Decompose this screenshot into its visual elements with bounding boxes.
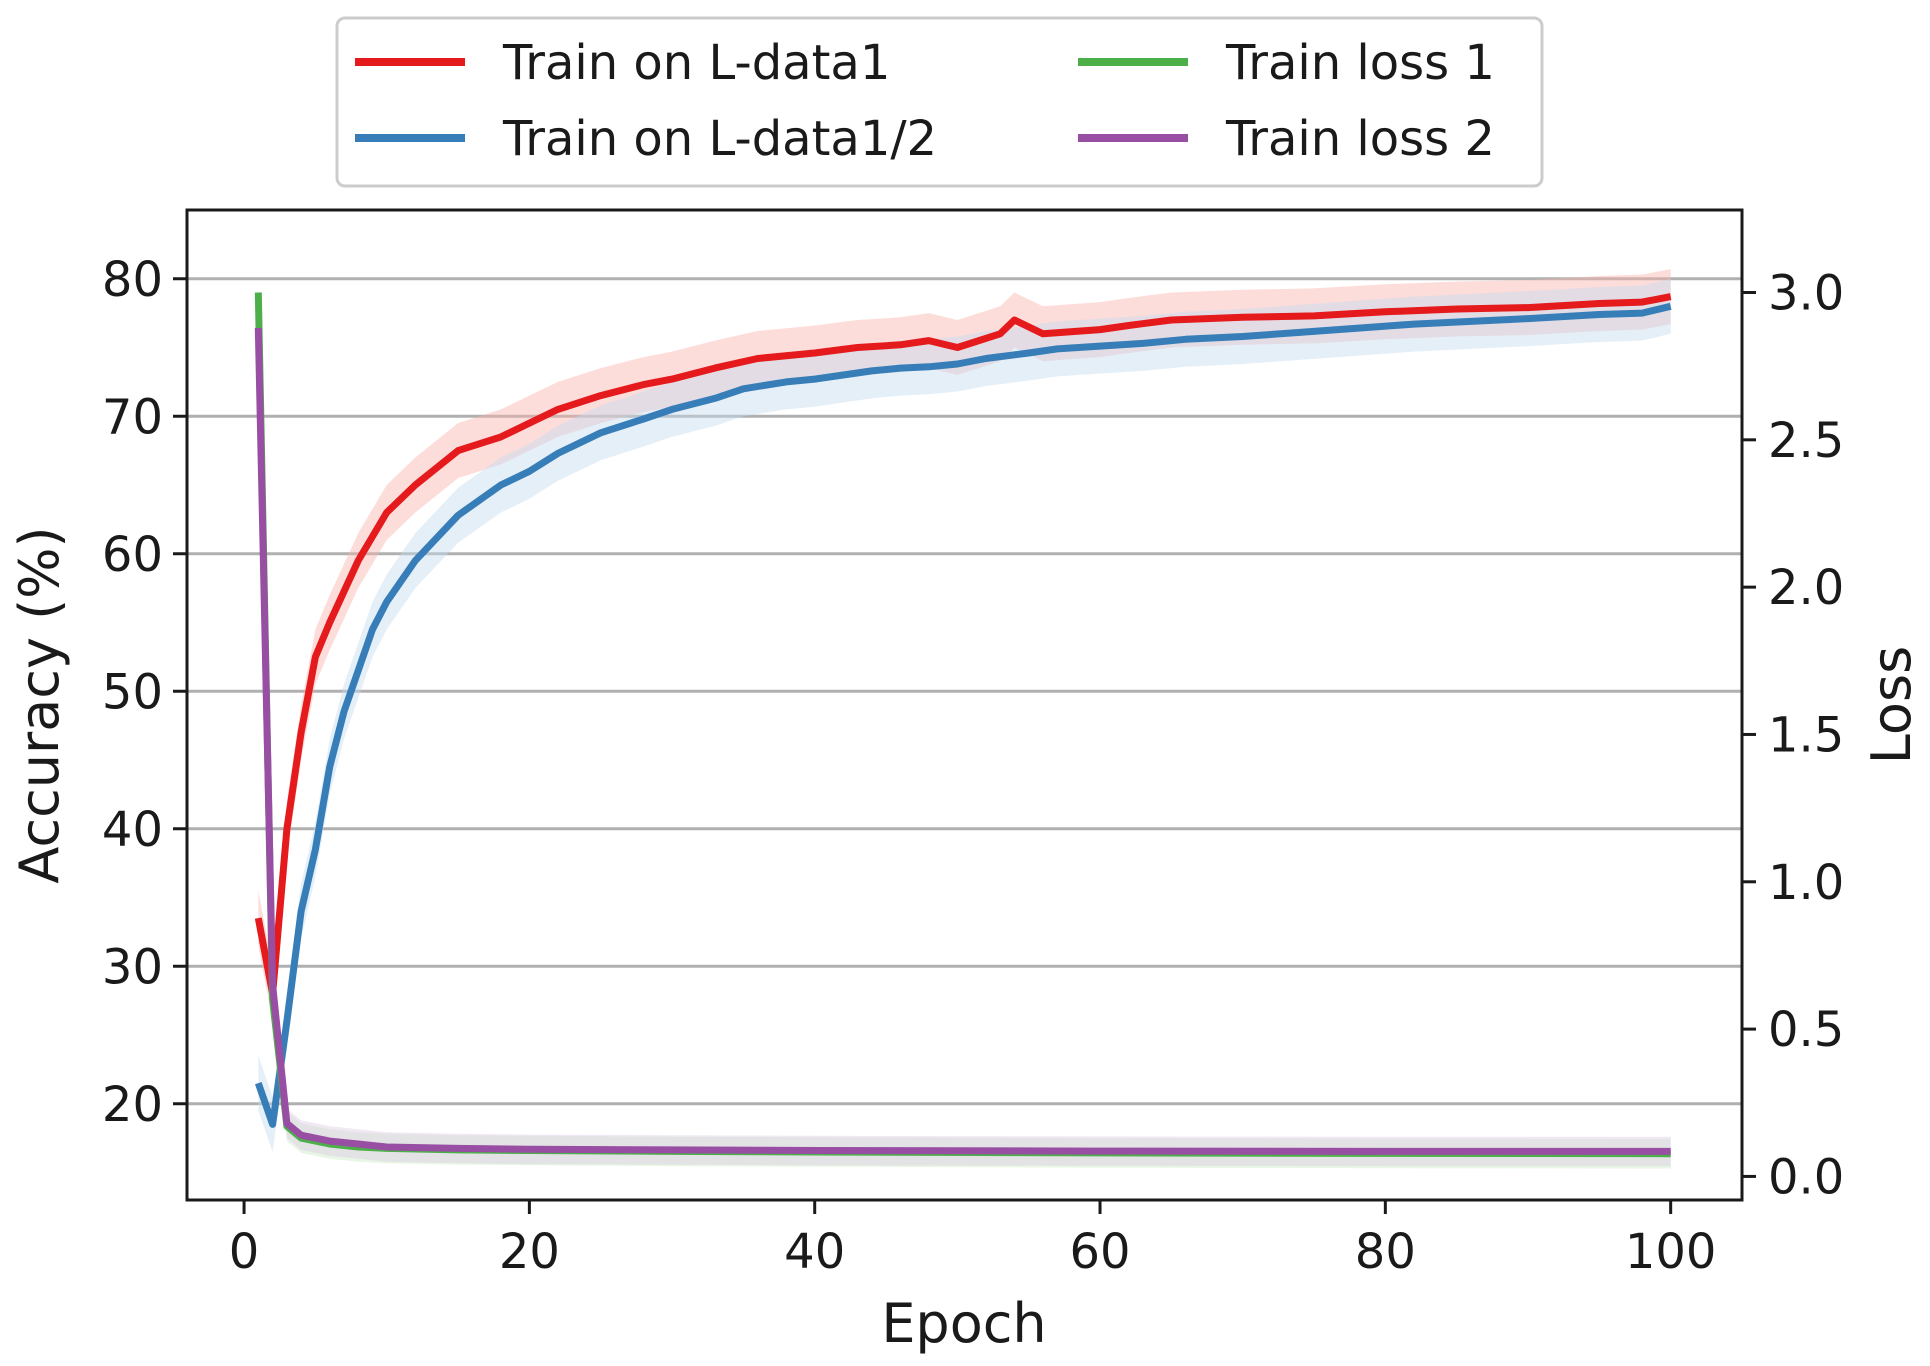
tick-layer: 20 30 40 50 60 70 80 0.0 0.5 1.0 1.5 2.0 2.5 3.0 0 20 40… (102, 252, 1844, 1280)
y-axis-title-right: Loss (1860, 646, 1923, 764)
legend-label-1: Train on L-data1/2 (502, 111, 937, 167)
series-band-1 (258, 278, 1671, 1152)
y-tick-label-70: 70 (102, 389, 163, 445)
y-tick-label-50: 50 (102, 664, 163, 720)
x-axis-title: Epoch (881, 1292, 1046, 1355)
line-layer (254, 292, 1672, 1158)
x-tick-label-0: 0 (229, 1224, 260, 1280)
legend-box (335, 16, 1544, 188)
y-right-tick-label-0: 0.0 (1768, 1149, 1844, 1205)
series-line-0 (254, 293, 1672, 998)
x-tick-label-100: 100 (1625, 1224, 1717, 1280)
x-tick-label-80: 80 (1355, 1224, 1416, 1280)
y-right-tick-label-3: 1.5 (1768, 707, 1844, 763)
legend-label-2: Train loss 1 (1225, 35, 1495, 91)
series-band-2 (258, 277, 1671, 1169)
series-line-1 (254, 302, 1672, 1128)
y-right-tick-label-6: 3.0 (1768, 266, 1844, 322)
series-line-3 (254, 327, 1671, 1155)
plot-frame (185, 208, 1744, 1202)
y-tick-label-60: 60 (102, 527, 163, 583)
legend-label-3: Train loss 2 (1225, 111, 1495, 167)
y-right-tick-label-1: 0.5 (1768, 1002, 1844, 1058)
y-axis-title: Accuracy (%) (8, 526, 71, 883)
y-tick-label-80: 80 (102, 252, 163, 308)
band-layer (258, 269, 1671, 1169)
y-tick-label-30: 30 (102, 939, 163, 995)
y-right-tick-label-4: 2.0 (1768, 560, 1844, 616)
x-tick-label-20: 20 (499, 1224, 560, 1280)
y-right-tick-label-5: 2.5 (1768, 413, 1844, 469)
y-tick-label-20: 20 (102, 1077, 163, 1133)
legend: Train on L-data1 Train on L-data1/2 Train … (335, 16, 1544, 188)
y-tick-label-40: 40 (102, 802, 163, 858)
grid-layer (187, 277, 1742, 1106)
x-tick-label-60: 60 (1069, 1224, 1130, 1280)
x-tick-label-40: 40 (784, 1224, 845, 1280)
y-right-tick-label-2: 1.0 (1768, 855, 1844, 911)
legend-label-0: Train on L-data1 (502, 35, 890, 91)
